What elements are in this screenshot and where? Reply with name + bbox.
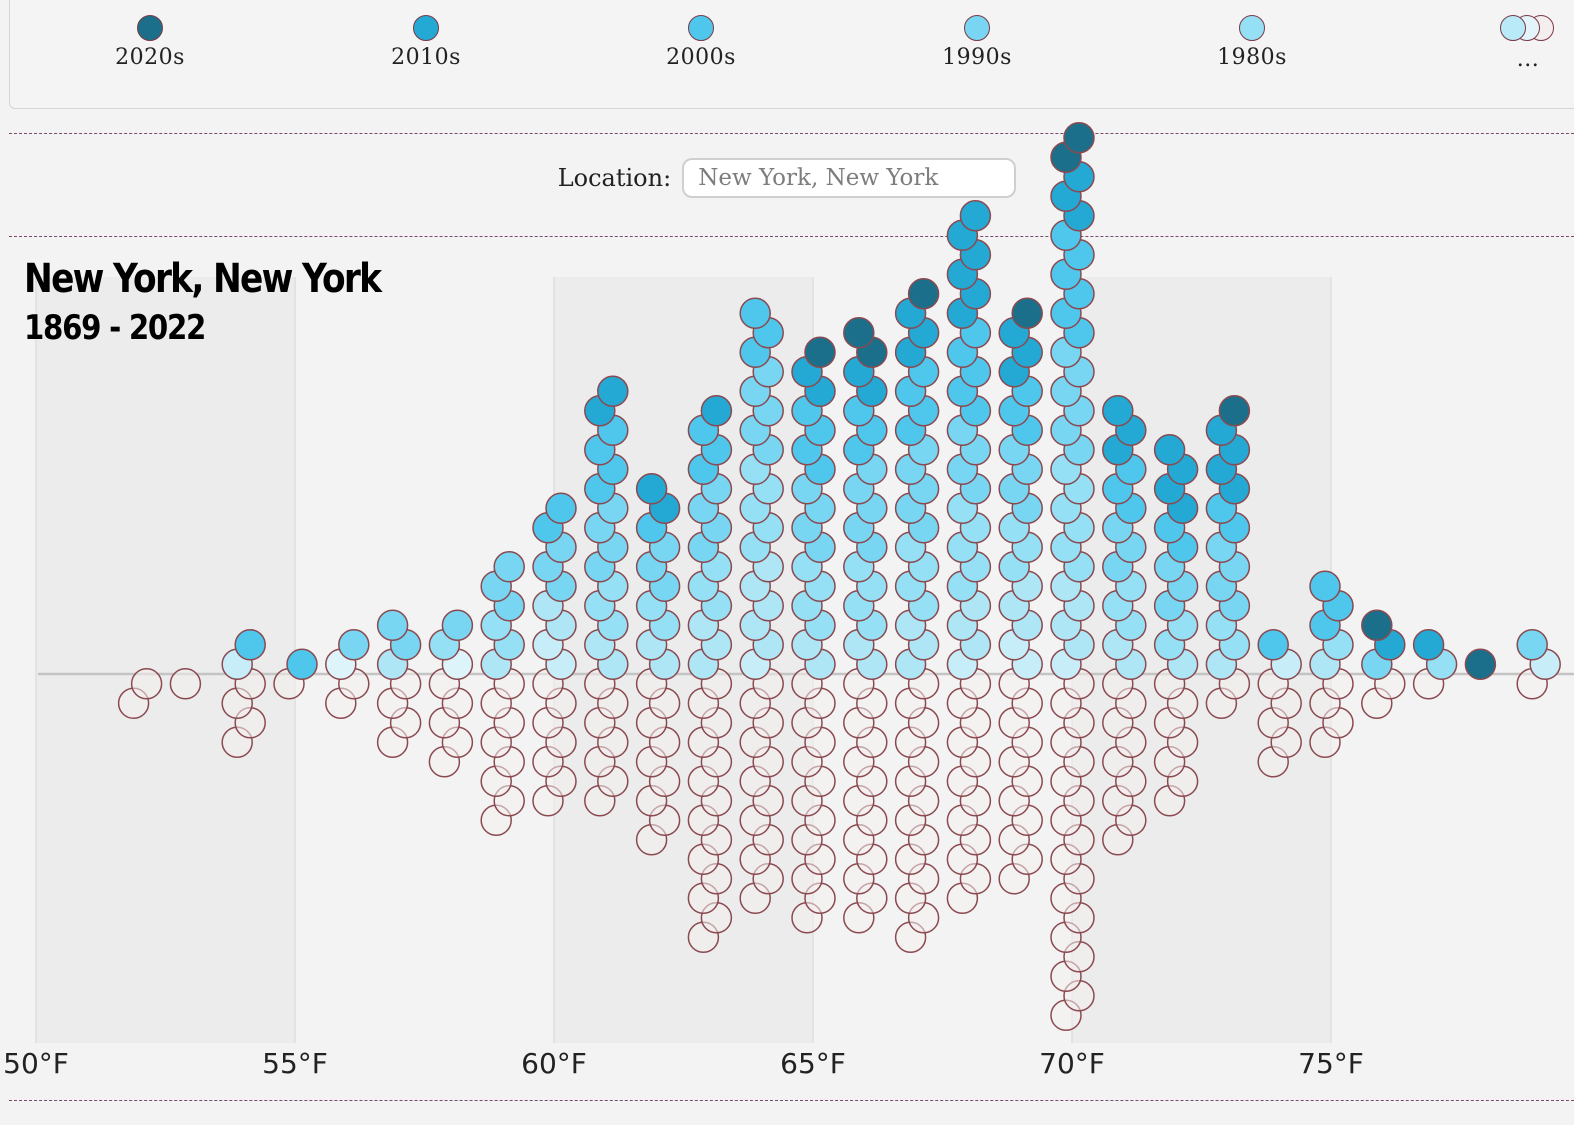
year-dot[interactable] [1011, 297, 1043, 330]
year-dot[interactable] [545, 492, 577, 525]
decade-legend: 2020s 2010s 2000s 1990s 1980s... [9, 0, 1574, 109]
location-search-row: Location: [0, 158, 1574, 198]
legend-swatch [1239, 15, 1265, 41]
background-band [554, 277, 813, 1043]
legend-more-label: ... [1516, 47, 1540, 72]
legend-item-more: ... [1458, 15, 1574, 72]
location-label: Location: [557, 164, 672, 192]
x-tick-label: 65°F [780, 1047, 846, 1080]
legend-older-swatches [1498, 15, 1558, 43]
legend-label: 2000s [666, 45, 736, 70]
legend-item: 2010s [356, 15, 496, 70]
year-dot[interactable] [130, 668, 163, 700]
legend-item: 2020s [80, 15, 220, 70]
legend-swatch [137, 15, 163, 41]
legend-swatch [964, 15, 990, 41]
legend-label: 1990s [942, 45, 1012, 70]
year-dot[interactable] [1257, 629, 1289, 661]
legend-swatch [688, 15, 714, 41]
year-dot[interactable] [1063, 122, 1095, 154]
legend-item: 2000s [631, 15, 771, 70]
year-dot[interactable] [635, 473, 668, 505]
year-dot[interactable] [1361, 609, 1393, 642]
bottom-divider [9, 1100, 1574, 1101]
legend-swatch [413, 15, 439, 41]
year-dot[interactable] [338, 629, 370, 661]
background-band [36, 277, 295, 1043]
legend-label: 2010s [391, 45, 461, 70]
year-dot[interactable] [1464, 648, 1497, 681]
year-dot[interactable] [376, 609, 409, 642]
x-tick-label: 60°F [521, 1047, 587, 1080]
chart-subtitle: 1869 - 2022 [24, 308, 206, 348]
year-dot[interactable] [843, 317, 875, 349]
year-dot[interactable] [907, 278, 940, 310]
middle-divider [9, 236, 1574, 237]
year-dot[interactable] [441, 609, 474, 642]
year-dot[interactable] [169, 668, 202, 700]
year-dot[interactable] [700, 395, 733, 427]
year-dot[interactable] [1153, 434, 1186, 466]
year-dot[interactable] [1218, 395, 1251, 427]
x-tick-label: 70°F [1039, 1047, 1105, 1080]
legend-label: 2020s [115, 45, 185, 70]
top-divider [9, 133, 1574, 134]
location-input[interactable] [682, 158, 1017, 198]
year-dot[interactable] [959, 200, 992, 232]
year-dot[interactable] [1516, 629, 1548, 661]
year-dot[interactable] [1102, 395, 1134, 427]
year-dot[interactable] [739, 297, 771, 330]
chart-title: New York, New York [24, 256, 382, 302]
year-dot[interactable] [1309, 570, 1341, 603]
x-tick-label: 55°F [262, 1047, 328, 1080]
year-dot[interactable] [1412, 629, 1445, 661]
year-dot[interactable] [597, 375, 629, 408]
x-tick-label: 50°F [3, 1047, 69, 1080]
year-dot[interactable] [804, 336, 836, 369]
legend-label: 1980s [1217, 45, 1287, 70]
year-dot[interactable] [493, 551, 525, 583]
legend-item: 1980s [1182, 15, 1322, 70]
year-dot[interactable] [234, 629, 266, 661]
legend-item: 1990s [907, 15, 1047, 70]
x-tick-label: 75°F [1298, 1047, 1364, 1080]
year-dot[interactable] [286, 648, 318, 681]
